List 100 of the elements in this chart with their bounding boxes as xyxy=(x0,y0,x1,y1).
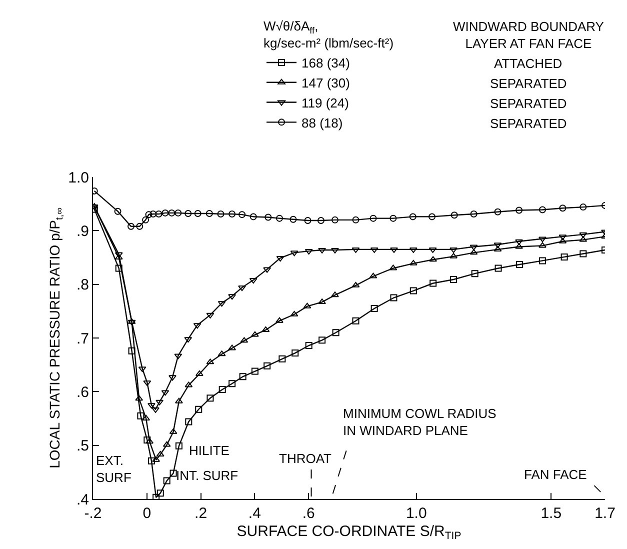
point xyxy=(352,247,360,253)
point xyxy=(370,214,377,222)
point xyxy=(115,264,122,272)
point xyxy=(238,211,246,218)
point xyxy=(429,256,438,262)
point xyxy=(218,386,226,394)
point xyxy=(318,298,326,304)
point xyxy=(290,310,298,316)
point xyxy=(580,250,587,258)
point xyxy=(264,214,272,221)
point xyxy=(218,301,226,307)
point xyxy=(194,210,202,217)
point xyxy=(369,272,378,278)
point xyxy=(185,418,192,426)
point xyxy=(276,317,284,323)
point xyxy=(558,238,567,244)
point xyxy=(538,257,546,264)
point xyxy=(332,329,340,336)
point xyxy=(144,436,151,444)
x-tick-label: 1.5 xyxy=(540,505,562,522)
point xyxy=(228,294,236,300)
point xyxy=(516,260,524,268)
point xyxy=(251,368,258,375)
legend-label: 119 (24) xyxy=(302,95,349,110)
point xyxy=(217,210,224,218)
x-tick-label: .2 xyxy=(194,505,208,522)
point xyxy=(262,326,270,332)
point xyxy=(558,234,567,240)
point xyxy=(292,350,299,357)
point xyxy=(331,292,339,298)
point xyxy=(470,210,478,218)
point xyxy=(128,347,136,354)
point xyxy=(169,428,178,434)
point xyxy=(228,210,236,218)
point xyxy=(450,247,458,253)
x-tick-label: 0 xyxy=(142,505,152,522)
point xyxy=(317,216,324,224)
point xyxy=(161,390,170,396)
point xyxy=(152,456,160,462)
point xyxy=(494,264,502,272)
point xyxy=(579,232,588,238)
point xyxy=(206,312,214,318)
point xyxy=(389,264,398,270)
point xyxy=(174,209,182,216)
point xyxy=(143,380,152,386)
point xyxy=(114,208,122,215)
point xyxy=(156,450,164,456)
point xyxy=(250,331,259,337)
point xyxy=(152,494,160,499)
legend-label: 168 (34) xyxy=(302,56,350,71)
point xyxy=(148,403,156,409)
point xyxy=(138,366,146,372)
point xyxy=(145,211,152,218)
point xyxy=(409,260,418,266)
point xyxy=(538,206,546,214)
point xyxy=(175,442,182,450)
point xyxy=(276,214,283,222)
x-tick-label: .6 xyxy=(302,505,315,522)
point xyxy=(218,350,226,356)
point xyxy=(352,317,360,324)
point xyxy=(264,362,271,370)
point xyxy=(352,282,360,288)
point xyxy=(515,239,523,245)
point xyxy=(150,210,157,218)
point xyxy=(168,375,176,381)
point xyxy=(428,213,436,220)
point xyxy=(470,244,478,250)
point xyxy=(579,236,588,242)
point xyxy=(162,441,171,447)
text: WINDWARD BOUNDARY LAYER AT FAN FACE xyxy=(453,19,604,51)
point xyxy=(538,242,546,248)
point xyxy=(137,412,144,420)
point xyxy=(148,457,155,464)
point xyxy=(174,354,182,360)
legend-label: 88 (18) xyxy=(302,115,343,130)
point xyxy=(240,337,248,343)
point xyxy=(352,216,360,224)
point xyxy=(146,438,154,444)
point xyxy=(263,267,272,273)
point xyxy=(136,222,144,230)
point xyxy=(175,398,183,404)
x-axis-title: SURFACE CO-ORDINATE S/R$_{TIP}$ xyxy=(236,523,462,542)
annotation: THROAT xyxy=(279,451,332,466)
point xyxy=(195,406,202,413)
point xyxy=(390,247,398,253)
point xyxy=(228,344,236,350)
point xyxy=(168,209,176,216)
point xyxy=(409,213,416,220)
y-tick-label: .6 xyxy=(76,384,89,401)
point xyxy=(470,249,478,255)
point xyxy=(163,477,170,484)
y-tick-label: .8 xyxy=(76,276,89,294)
point xyxy=(276,256,284,262)
point xyxy=(515,243,523,249)
point xyxy=(305,342,312,350)
point xyxy=(494,208,502,216)
point xyxy=(409,247,418,253)
annotation: FAN FACE xyxy=(524,467,588,482)
annotation: EXT. SURF xyxy=(96,453,132,485)
point xyxy=(238,286,246,292)
